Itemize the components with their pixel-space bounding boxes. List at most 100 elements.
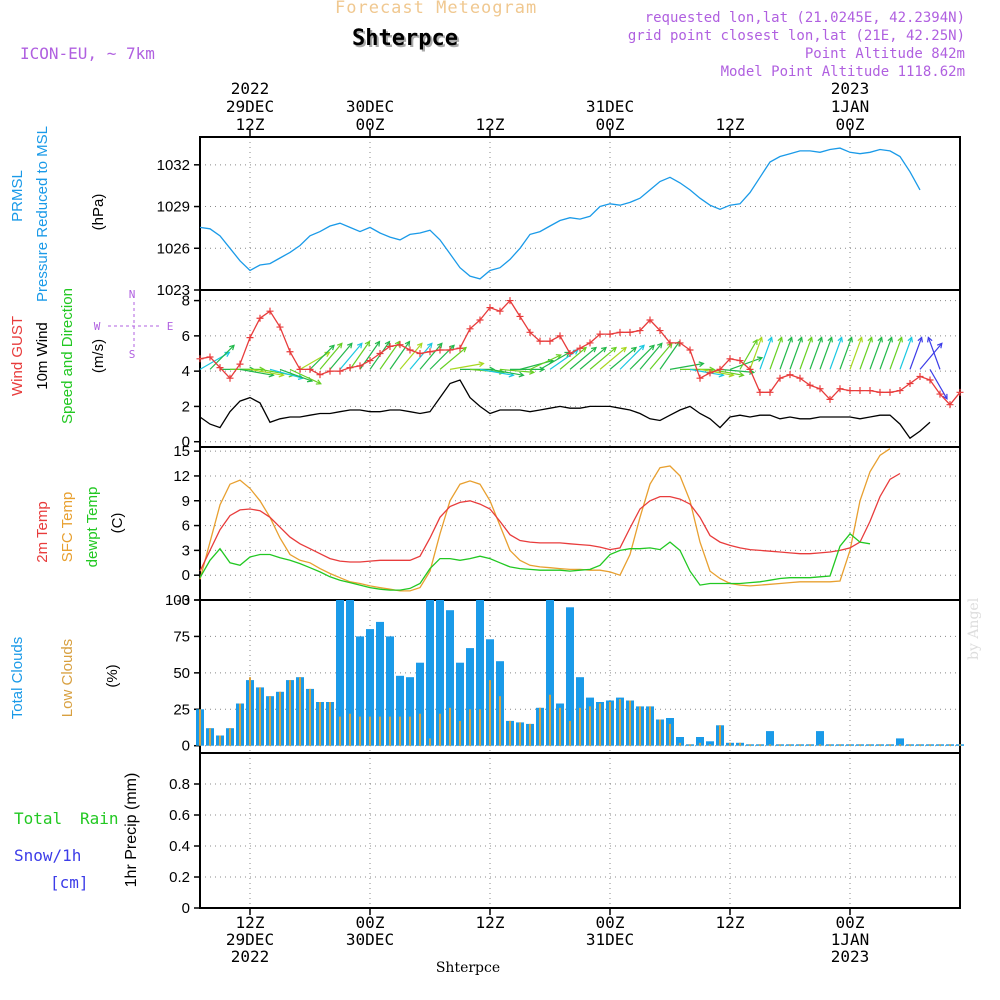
wind-arrow-head [591, 346, 598, 353]
gust-marker [686, 346, 694, 354]
total-cloud-bar [466, 648, 474, 746]
wind-arrow-head [877, 336, 883, 343]
low-cloud-bar [839, 744, 841, 746]
total-cloud-bar [336, 600, 344, 746]
total-cloud-bar [346, 600, 354, 746]
wind-arrow [629, 344, 655, 370]
gust-marker [396, 341, 404, 349]
y-tick-label: 1029 [157, 199, 190, 216]
bottom-time-label: 29DEC [226, 930, 274, 949]
gust-marker [286, 348, 294, 356]
top-time-label: 12Z [476, 115, 505, 134]
gust-marker [706, 369, 714, 377]
wind-arrow [909, 337, 923, 370]
wind-arrow-head [518, 371, 525, 378]
low-cloud-bar [469, 709, 471, 746]
wind-arrow [329, 342, 353, 370]
low-cloud-bar [819, 744, 821, 746]
wind-arrow [569, 347, 597, 370]
temp-2m-label: 2m Temp [34, 501, 51, 562]
low-cloud-bar [299, 677, 301, 746]
wind-arrow [879, 337, 893, 370]
top-time-label: 00Z [596, 115, 625, 134]
gust-marker [716, 365, 724, 373]
gust-marker [576, 344, 584, 352]
gust-marker [586, 339, 594, 347]
top-time-label: 29DEC [226, 97, 274, 116]
low-cloud-bar [439, 713, 441, 746]
low-cloud-bar [709, 744, 711, 746]
requested-coords: requested lon,lat (21.0245E, 42.2394N) [644, 10, 965, 26]
bottom-time-label: 12Z [476, 913, 505, 932]
low-cloud-bar [419, 713, 421, 746]
wind-arrow-head [827, 336, 833, 343]
y-tick-label: 1032 [157, 157, 190, 174]
prmsl-label: PRMSL [9, 170, 26, 222]
total-cloud-bar [376, 621, 384, 746]
pressure-desc-label: Pressure Reduced to MSL [34, 126, 51, 302]
panel-frame [199, 289, 961, 448]
gust-marker [856, 387, 864, 395]
gust-marker [316, 371, 324, 379]
wind10m-label: 10m Wind [34, 322, 51, 390]
gust-marker [246, 334, 254, 342]
low-cloud-bar [349, 713, 351, 746]
total-cloud-bar [476, 600, 484, 746]
y-tick-label: 25 [173, 701, 190, 718]
gust-marker [696, 374, 704, 382]
low-cloud-bar [579, 707, 581, 746]
top-time-label: 2023 [831, 79, 870, 98]
wind-arrow [759, 337, 773, 370]
rain-label: Rain [80, 809, 119, 828]
gust-marker [216, 364, 224, 372]
y-tick-label: 1026 [157, 240, 190, 257]
wind-arrow-head [639, 344, 645, 351]
gust-marker [766, 388, 774, 396]
low-cloud-bar [599, 703, 601, 746]
wind-arrow-head [631, 346, 638, 353]
total-cloud-bar [896, 738, 904, 746]
low-cloud-bar [389, 716, 391, 746]
temp-unit-label: (C) [109, 513, 126, 534]
total-cloud-bar [696, 737, 704, 746]
low-cloud-bar [779, 744, 781, 746]
total-cloud-bar [406, 677, 414, 746]
panel-frame [199, 136, 961, 291]
low-cloud-bar [339, 716, 341, 746]
gust-marker [416, 350, 424, 358]
wind-arrow [639, 342, 663, 370]
gust-marker [366, 357, 374, 365]
gust-marker [616, 328, 624, 336]
wind-arrow-head [917, 336, 923, 343]
low-cloud-bar [219, 735, 221, 746]
y-tick-label: 4 [182, 363, 190, 380]
wind-arrow [649, 342, 673, 370]
gust-marker [466, 325, 474, 333]
low-cloud-bar [549, 694, 551, 746]
wind-arrow [699, 368, 734, 376]
wind-arrow [599, 347, 627, 370]
gust-marker [916, 372, 924, 380]
low-cloud-bar [529, 723, 531, 746]
wind-arrow [379, 341, 400, 370]
low-cloud-bar [269, 696, 271, 746]
low-cloud-bar [259, 687, 261, 746]
wind-arrow-head [449, 344, 455, 351]
low-cloud-bar [729, 742, 731, 746]
gust-marker [836, 385, 844, 393]
gust-marker [906, 379, 914, 387]
gust-marker [786, 371, 794, 379]
compass-s: S [129, 348, 136, 361]
gust-marker [546, 337, 554, 345]
pressure-line [199, 147, 921, 280]
low-cloud-bar [329, 702, 331, 746]
low-cloud-bar [409, 716, 411, 746]
top-time-label: 12Z [716, 115, 745, 134]
low-cloud-bar [699, 742, 701, 746]
gust-marker [596, 330, 604, 338]
wind-arrow [489, 368, 524, 376]
top-time-label: 1JAN [831, 97, 870, 116]
wind-arrow [779, 337, 793, 370]
y-tick-label: 0 [182, 434, 190, 451]
